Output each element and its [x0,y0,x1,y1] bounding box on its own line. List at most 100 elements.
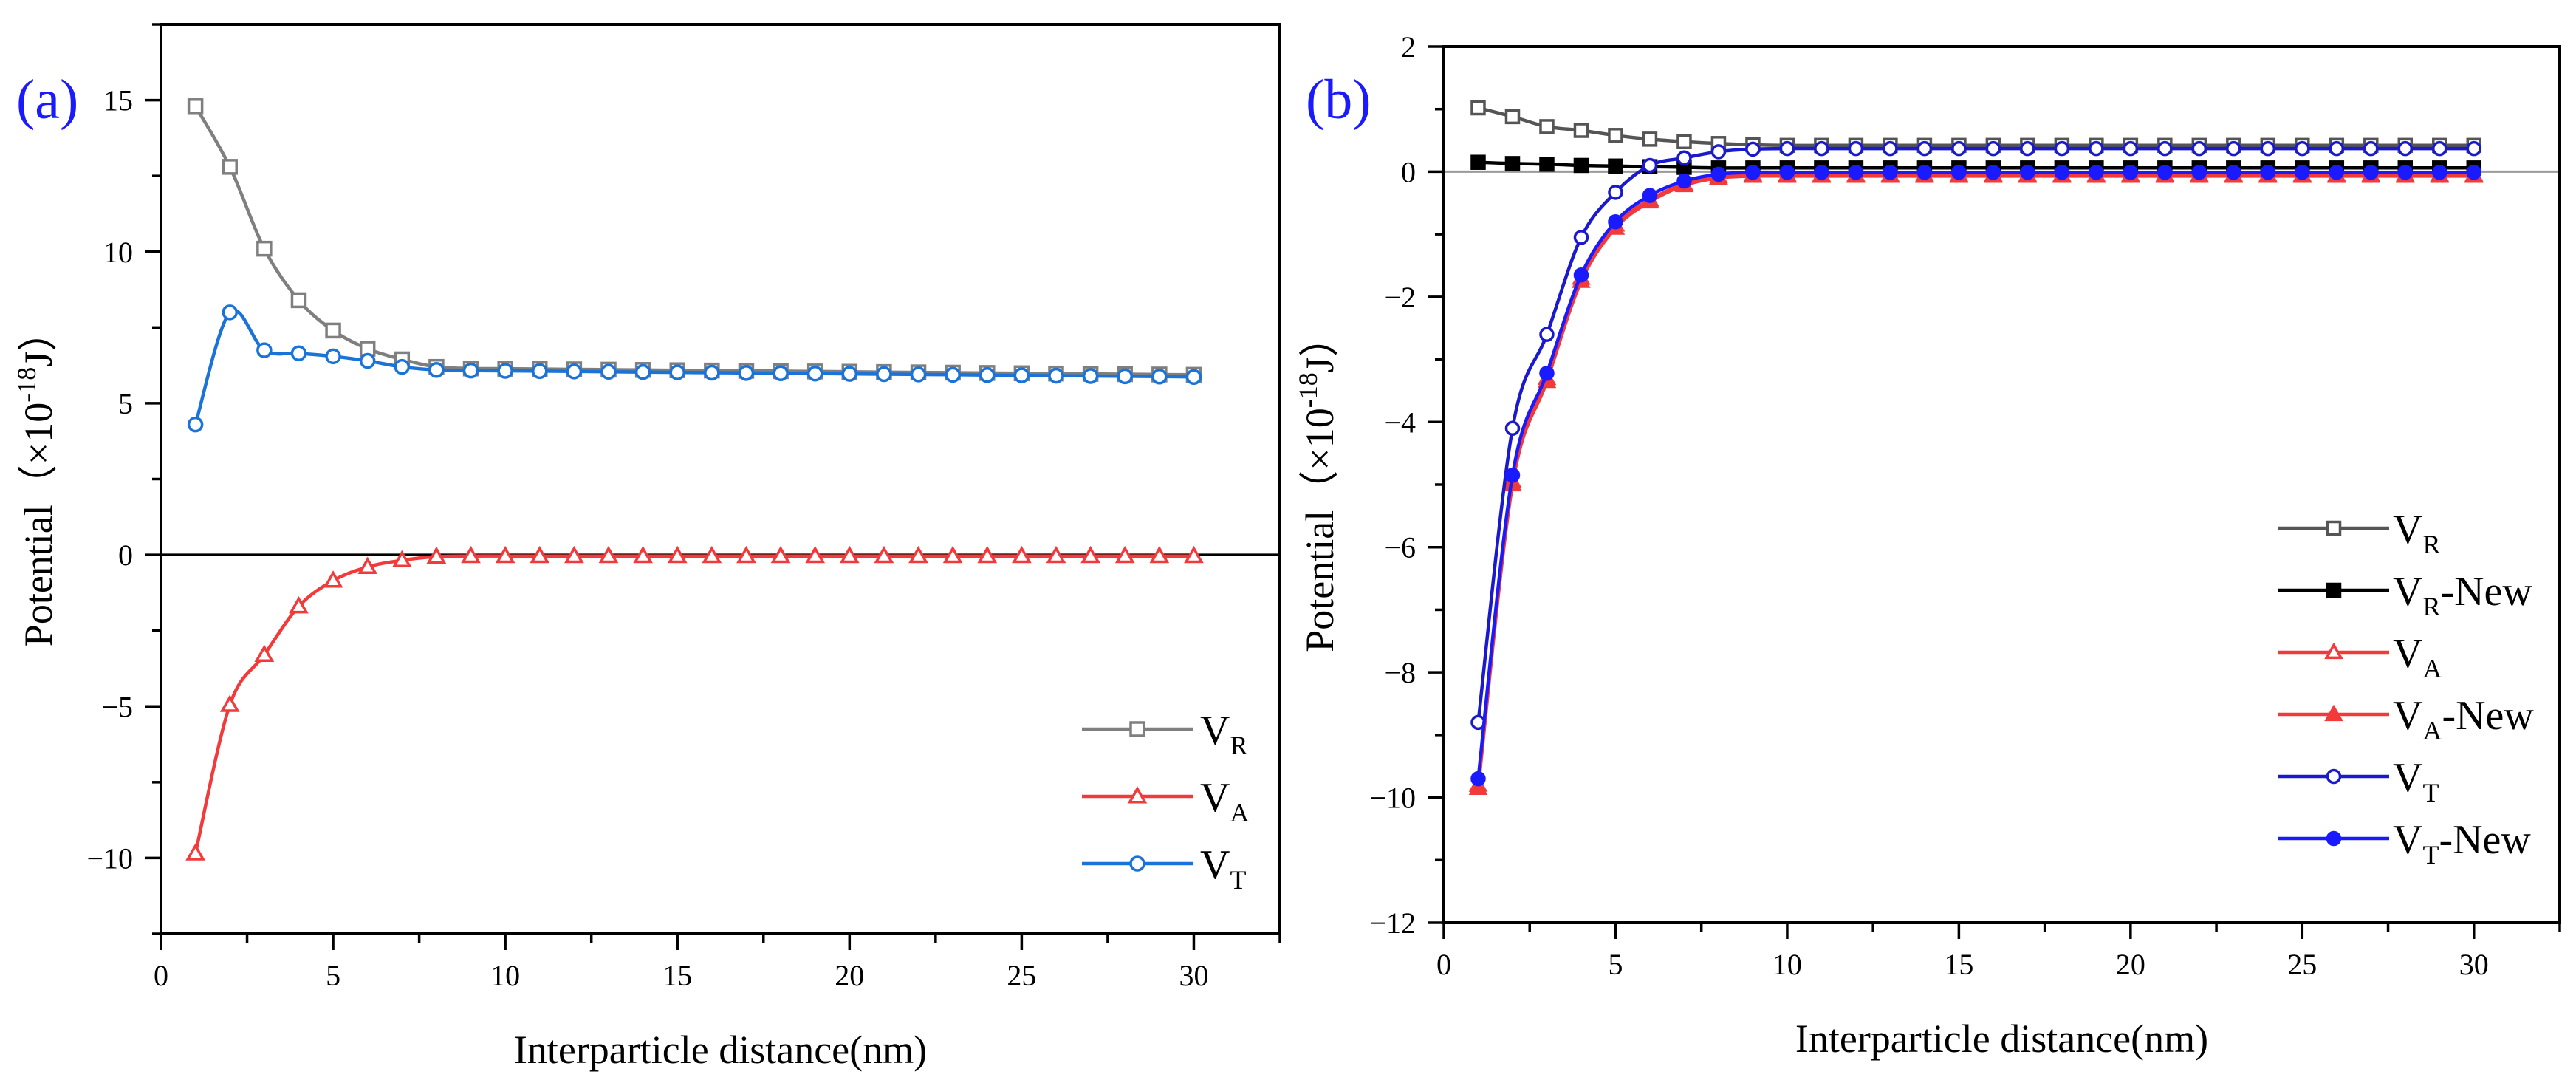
data-point [1012,545,1032,564]
x-axis-title: Interparticle distance(nm) [514,1028,927,1072]
legend-label-main: V [2393,507,2422,553]
legend-label-suffix: -New [2440,569,2532,615]
data-point [2054,140,2070,157]
x-tick-label: 5 [326,959,340,992]
data-point [773,365,789,382]
data-point [2157,165,2173,180]
data-point [702,545,722,564]
data-point [254,644,275,663]
data-point [977,545,998,564]
y-axis-title: Potential（×10-18J） [1293,317,1342,652]
data-point [2123,140,2139,157]
data-point [1676,134,1692,150]
series-VA [1468,165,2484,792]
data-point [1539,119,1555,134]
data-point [1608,158,1623,174]
data-point [669,364,685,380]
legend-marker [2326,768,2342,785]
data-point [1539,157,1555,172]
data-point [2020,165,2035,180]
legend-label-subscript: T [1230,865,1246,895]
legend-label-subscript: A [2422,654,2442,683]
data-point [1745,141,1761,157]
legend-marker [1127,786,1148,804]
legend-item: VA [1082,775,1249,827]
data-point [1951,140,1967,157]
legend-label-subscript: T [2422,840,2439,870]
x-axis: 0 5 10 15 20 25 30 [154,934,1281,992]
data-point [497,363,513,379]
data-point [1676,150,1692,166]
data-point [979,367,996,383]
y-tick-label: 0 [118,539,133,572]
data-point [222,304,238,321]
data-point [841,366,858,382]
legend-label-main: V [1200,708,1230,754]
series-VR [187,98,1202,383]
legend-item: VR [1082,708,1247,760]
y-tick-label: −10 [1369,782,1416,815]
data-point [219,694,240,712]
legend-label-subscript: A [1230,798,1249,827]
data-point [1573,230,1589,245]
data-point [910,366,927,383]
x-tick-label: 20 [835,959,864,992]
data-point [2363,140,2379,157]
data-point [908,545,928,564]
y-tick-label: 10 [103,236,133,269]
data-point [1504,109,1521,125]
data-point [736,545,756,564]
data-point [256,342,273,358]
y-tick-label: 2 [1401,30,1416,64]
data-point [1642,188,1658,203]
data-point [256,240,273,257]
x-tick-label: 25 [2287,948,2317,981]
legend-label-subscript: T [2422,778,2439,807]
data-point [2295,140,2310,157]
x-tick-label: 30 [2459,948,2489,981]
x-tick-label: 15 [1944,948,1973,981]
y-tick-label: 15 [103,84,133,117]
data-point [1114,545,1135,564]
data-point [598,545,619,564]
y-axis: −10 −5 0 5 10 15 [86,23,161,935]
data-point [1468,778,1488,795]
data-point [1745,165,1761,180]
data-point [876,366,892,383]
data-point [1883,165,1898,180]
data-point [2432,140,2447,157]
legend-label: VA-New [2393,693,2534,745]
data-point [1573,267,1589,283]
data-point [1504,468,1521,483]
data-point [2191,165,2207,180]
data-point [2260,165,2276,180]
legend-label-main: V [1200,775,1230,821]
legend-item: VR-New [2278,569,2532,621]
legend-item: VT-New [2278,817,2531,870]
data-point [187,416,204,433]
legend-label-suffix: -New [2442,693,2534,739]
legend-marker [1129,721,1145,737]
legend-marker [1129,855,1145,872]
y-tick-label: 5 [118,387,133,420]
series-line [193,308,1194,426]
data-point [461,545,481,564]
legend-label: VA [2393,631,2442,683]
data-point [1779,165,1795,180]
data-point [2123,165,2139,180]
legend-label-main: V [1200,842,1230,888]
series-VT-New [1470,165,2482,787]
x-tick-label: 5 [1608,948,1623,981]
data-point [1985,140,2001,157]
y-tick-label: −2 [1384,281,1416,314]
data-point [633,545,653,564]
data-point [2054,165,2070,180]
x-tick-label: 10 [1772,948,1802,981]
data-point [325,348,341,365]
legend-label-subscript: A [2422,716,2442,745]
data-point [2466,165,2482,180]
legend-marker [2326,520,2342,536]
data-point [1185,369,1202,385]
series-line [193,105,1194,377]
legend-label: VR-New [2393,569,2532,621]
